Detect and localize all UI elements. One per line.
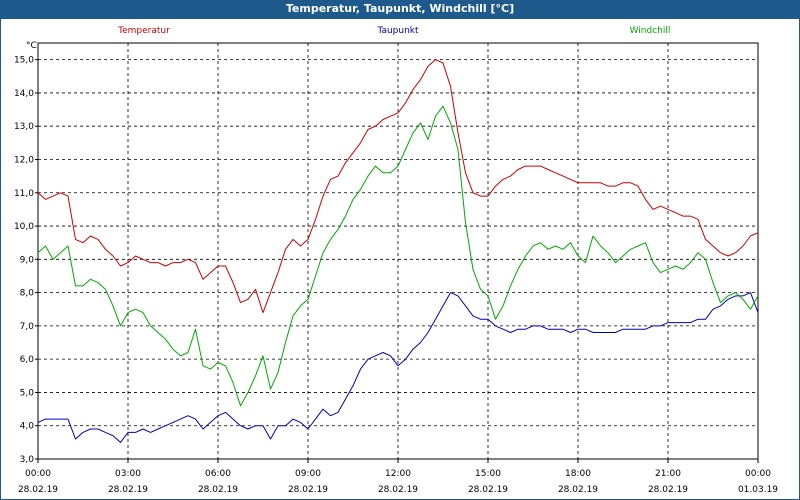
x-tick-time: 21:00 [655, 469, 681, 479]
y-unit-label: °C [26, 41, 37, 51]
y-tick-label: 4,0 [20, 422, 35, 432]
x-tick-time: 06:00 [205, 469, 231, 479]
series-line-taupunkt [37, 292, 759, 443]
legend-windchill: Windchill [630, 26, 671, 36]
y-tick-label: 12,0 [14, 155, 34, 165]
x-tick-date: 28.02.19 [468, 485, 508, 495]
series-line-windchill [37, 105, 759, 407]
y-tick-label: 11,0 [14, 189, 34, 199]
y-tick-label: 5,0 [20, 388, 35, 398]
series-line-temperatur [37, 59, 759, 314]
y-tick-label: 10,0 [14, 222, 34, 232]
legend-taupunkt: Taupunkt [376, 26, 419, 36]
grid-lines [38, 43, 758, 459]
chart-title: Temperatur, Taupunkt, Windchill [°C] [0, 0, 800, 18]
x-tick-time: 00:00 [745, 469, 771, 479]
series-lines [37, 59, 759, 443]
legend-temperatur: Temperatur [117, 26, 170, 36]
x-tick-time: 12:00 [385, 469, 411, 479]
x-tick-time: 03:00 [115, 469, 141, 479]
x-tick-date: 01.03.19 [738, 485, 778, 495]
x-tick-time: 09:00 [295, 469, 321, 479]
x-tick-date: 28.02.19 [378, 485, 418, 495]
x-tick-date: 28.02.19 [198, 485, 238, 495]
y-tick-label: 13,0 [14, 122, 34, 132]
x-tick-time: 00:00 [25, 469, 51, 479]
y-tick-label: 8,0 [20, 289, 35, 299]
x-tick-date: 28.02.19 [558, 485, 598, 495]
y-tick-label: 3,0 [20, 455, 35, 465]
y-tick-label: 7,0 [20, 322, 35, 332]
x-tick-date: 28.02.19 [288, 485, 328, 495]
y-axis-ticks: 3,0 4,0 5,0 6,0 7,0 8,0 9,0 10,0 11,0 12,0 13,0 14,… [14, 56, 38, 465]
x-tick-time: 18:00 [565, 469, 591, 479]
y-tick-label: 15,0 [14, 56, 34, 66]
y-tick-label: 9,0 [20, 255, 35, 265]
y-tick-label: 14,0 [14, 89, 34, 99]
x-tick-time: 15:00 [475, 469, 501, 479]
x-tick-date: 28.02.19 [108, 485, 148, 495]
x-axis-ticks: 00:00 28.02.19 03:00 28.02.19 06:00 28.02.19 0… [18, 459, 778, 495]
x-tick-date: 28.02.19 [18, 485, 58, 495]
y-tick-label: 6,0 [20, 355, 35, 365]
x-tick-date: 28.02.19 [648, 485, 688, 495]
